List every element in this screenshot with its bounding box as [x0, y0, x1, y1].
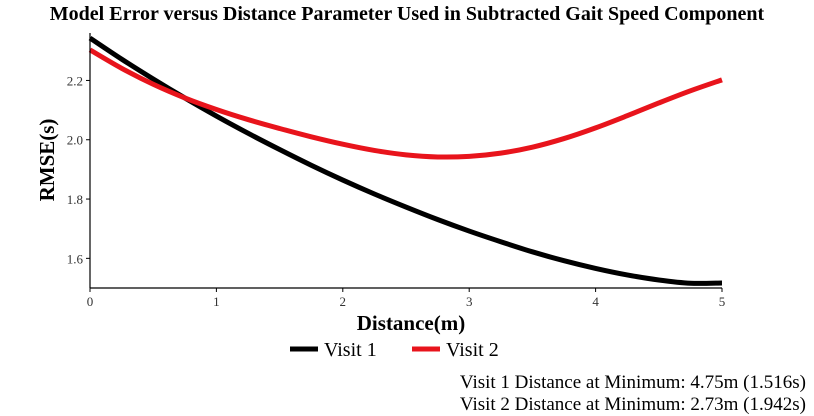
y-tick-label: 2.0	[67, 133, 83, 148]
series-line-visit-1	[88, 35, 723, 286]
y-tick-label: 2.2	[67, 73, 83, 88]
annotation-visit-1-minimum: Visit 1 Distance at Minimum: 4.75m (1.51…	[460, 372, 806, 393]
legend-label-visit-1: Visit 1	[324, 339, 377, 361]
x-tick-label: 0	[87, 294, 94, 309]
plot-area	[88, 35, 723, 286]
axis-ticks: 0 1 2 3 4 5 1.6 1.8 2.0 2.2	[67, 73, 726, 309]
x-tick-label: 5	[719, 294, 726, 309]
y-axis-label: RMSE(s)	[35, 119, 59, 202]
x-tick-label: 2	[340, 294, 347, 309]
x-tick-label: 1	[213, 294, 220, 309]
x-tick-label: 3	[466, 294, 473, 309]
annotation-visit-2-minimum: Visit 2 Distance at Minimum: 2.73m (1.94…	[460, 394, 806, 415]
x-tick-label: 4	[592, 294, 599, 309]
y-tick-label: 1.8	[67, 192, 83, 207]
x-axis-label: Distance(m)	[357, 311, 465, 335]
y-tick-label: 1.6	[67, 251, 84, 266]
chart-title: Model Error versus Distance Parameter Us…	[50, 3, 765, 25]
legend: Visit 1 Visit 2	[290, 339, 499, 361]
legend-label-visit-2: Visit 2	[446, 339, 499, 361]
series-line-visit-2	[88, 47, 723, 160]
